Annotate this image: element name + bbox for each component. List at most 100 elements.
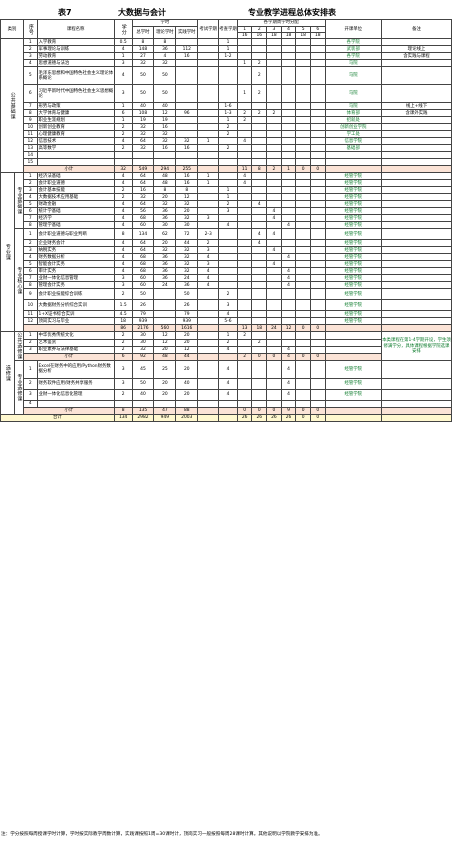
note-cell: 线上+线下 — [380, 102, 453, 111]
note-cell: 本类课程在第1-4学期开设，学生须修满学分，具体课程根据学院选课安排 — [380, 331, 453, 361]
subtotal-theory: 47 — [153, 406, 177, 415]
weekly-hours-cell — [266, 193, 282, 202]
seq-cell: 3 — [22, 345, 38, 354]
col-header-category: 类别 — [0, 18, 24, 40]
weekly-hours-cell — [266, 102, 282, 111]
credits-cell: 6 — [113, 109, 133, 118]
note-cell — [380, 66, 453, 86]
weekly-hours-cell — [295, 399, 311, 408]
weekly-hours-cell — [309, 52, 326, 61]
practice-hours-cell: 8 — [175, 186, 199, 195]
table-row: 6 习近平新时代中国特色社会主义思想概论 3 50 50 1 2 马院 — [1, 84, 453, 104]
seq-cell: 5 — [22, 200, 38, 209]
theory-hours-cell: 36 — [153, 214, 177, 223]
unit-cell: 经管学院 — [324, 246, 382, 255]
note-cell — [380, 179, 453, 188]
weekly-hours-cell — [236, 221, 253, 230]
total-hours-cell: 68 — [131, 260, 155, 269]
grand-total-weekly: 26 — [251, 413, 268, 422]
weekly-hours-cell — [309, 158, 326, 167]
unit-cell: 经管学院 — [324, 359, 382, 379]
weekly-hours-cell — [309, 200, 326, 209]
practice-hours-cell: 32 — [175, 267, 199, 276]
weekly-hours-cell — [266, 52, 282, 61]
weekly-hours-cell — [236, 317, 253, 326]
seq-cell: 8 — [22, 221, 38, 230]
weekly-hours-cell — [266, 45, 282, 54]
theory-hours-cell: 36 — [153, 45, 177, 54]
practice-hours-cell: 50 — [175, 288, 199, 301]
weekly-hours-cell — [266, 59, 282, 68]
credits-cell: 2 — [113, 186, 133, 195]
unit-cell: 经管学院 — [324, 239, 382, 248]
weekly-hours-cell — [236, 144, 253, 153]
weekly-hours-cell: 2 — [251, 66, 268, 86]
seq-cell: 12 — [22, 317, 38, 326]
weekly-hours-cell — [309, 359, 326, 379]
check-term-cell: 1-2 — [218, 52, 238, 61]
table-cell — [324, 324, 382, 333]
weekly-hours-cell — [295, 281, 311, 290]
weekly-hours-cell — [251, 186, 268, 195]
weekly-hours-cell — [309, 123, 326, 132]
weekly-hours-cell: 4 — [266, 214, 282, 223]
theory-hours-cell: 36 — [153, 253, 177, 262]
exam-term-cell — [197, 151, 220, 160]
total-hours-cell: 108 — [131, 109, 155, 118]
course-name: 会计基本技能 — [36, 186, 115, 195]
col-header-unit: 开课单位 — [324, 18, 382, 40]
credits-cell: 3 — [113, 84, 133, 104]
note-cell — [380, 310, 453, 319]
credits-cell: 4 — [113, 200, 133, 209]
weekly-hours-cell: 4 — [266, 246, 282, 255]
exam-term-cell — [197, 52, 220, 61]
note-cell — [380, 221, 453, 230]
subtotal-total: 549 — [131, 165, 155, 174]
note-cell — [380, 123, 453, 132]
theory-hours-cell: 36 — [153, 274, 177, 283]
weekly-hours-cell: 4 — [251, 228, 268, 241]
subtotal-label — [22, 324, 115, 333]
table-row: 8 大学体育与健康 6 108 12 96 1-3 2 2 2 体育部 含课外实践 — [1, 109, 453, 118]
weekly-hours-cell — [309, 246, 326, 255]
weekly-hours-cell — [236, 288, 253, 301]
table-row: 2 会计职业道德 4 64 48 16 1 4 经管学院 — [1, 179, 453, 188]
note-cell — [380, 137, 453, 146]
exam-term-cell — [197, 84, 220, 104]
credits-cell: 1 — [113, 116, 133, 125]
check-term-cell: 4 — [218, 377, 238, 390]
theory-hours-cell: 32 — [153, 200, 177, 209]
check-term-cell: 2 — [218, 144, 238, 153]
course-name: 军事理论与训练 — [36, 45, 115, 54]
practice-hours-cell — [175, 38, 199, 47]
weekly-hours-cell — [236, 267, 253, 276]
weekly-hours-cell: 2 — [236, 331, 253, 340]
unit-cell: 武装部 — [324, 45, 382, 54]
weekly-hours-cell — [309, 130, 326, 139]
weekly-hours-cell — [266, 281, 282, 290]
weekly-hours-cell — [295, 246, 311, 255]
table-row: 5 毛泽东思想和中国特色社会主义理论体系概论 4 50 50 2 马院 — [1, 66, 453, 86]
total-hours-cell — [131, 151, 155, 160]
weekly-hours-cell — [280, 151, 297, 160]
course-name: 审计实务 — [36, 267, 115, 276]
check-term-cell: 1 — [218, 45, 238, 54]
course-name: 企业财务会计 — [36, 239, 115, 248]
note-cell — [380, 158, 453, 167]
weekly-hours-cell — [280, 116, 297, 125]
course-name: 艺术鉴赏 — [36, 338, 115, 347]
seq-cell: 1 — [22, 331, 38, 340]
weekly-hours-cell — [266, 179, 282, 188]
table-row: 4 大数据技术应用基础 2 32 20 12 1 经管学院 — [1, 193, 453, 202]
seq-cell: 3 — [22, 52, 38, 61]
table-cell — [324, 413, 382, 422]
seq-cell: 5 — [22, 260, 38, 269]
exam-term-cell: 1 — [197, 137, 220, 146]
subtotal-label: 小计 — [22, 165, 115, 174]
col-header-term: 1 — [236, 25, 253, 34]
subtotal-weekly: 8 — [251, 165, 268, 174]
table-cell — [380, 324, 453, 333]
credits-cell: 4 — [113, 260, 133, 269]
weekly-hours-cell — [295, 221, 311, 230]
seq-cell: 5 — [22, 66, 38, 86]
